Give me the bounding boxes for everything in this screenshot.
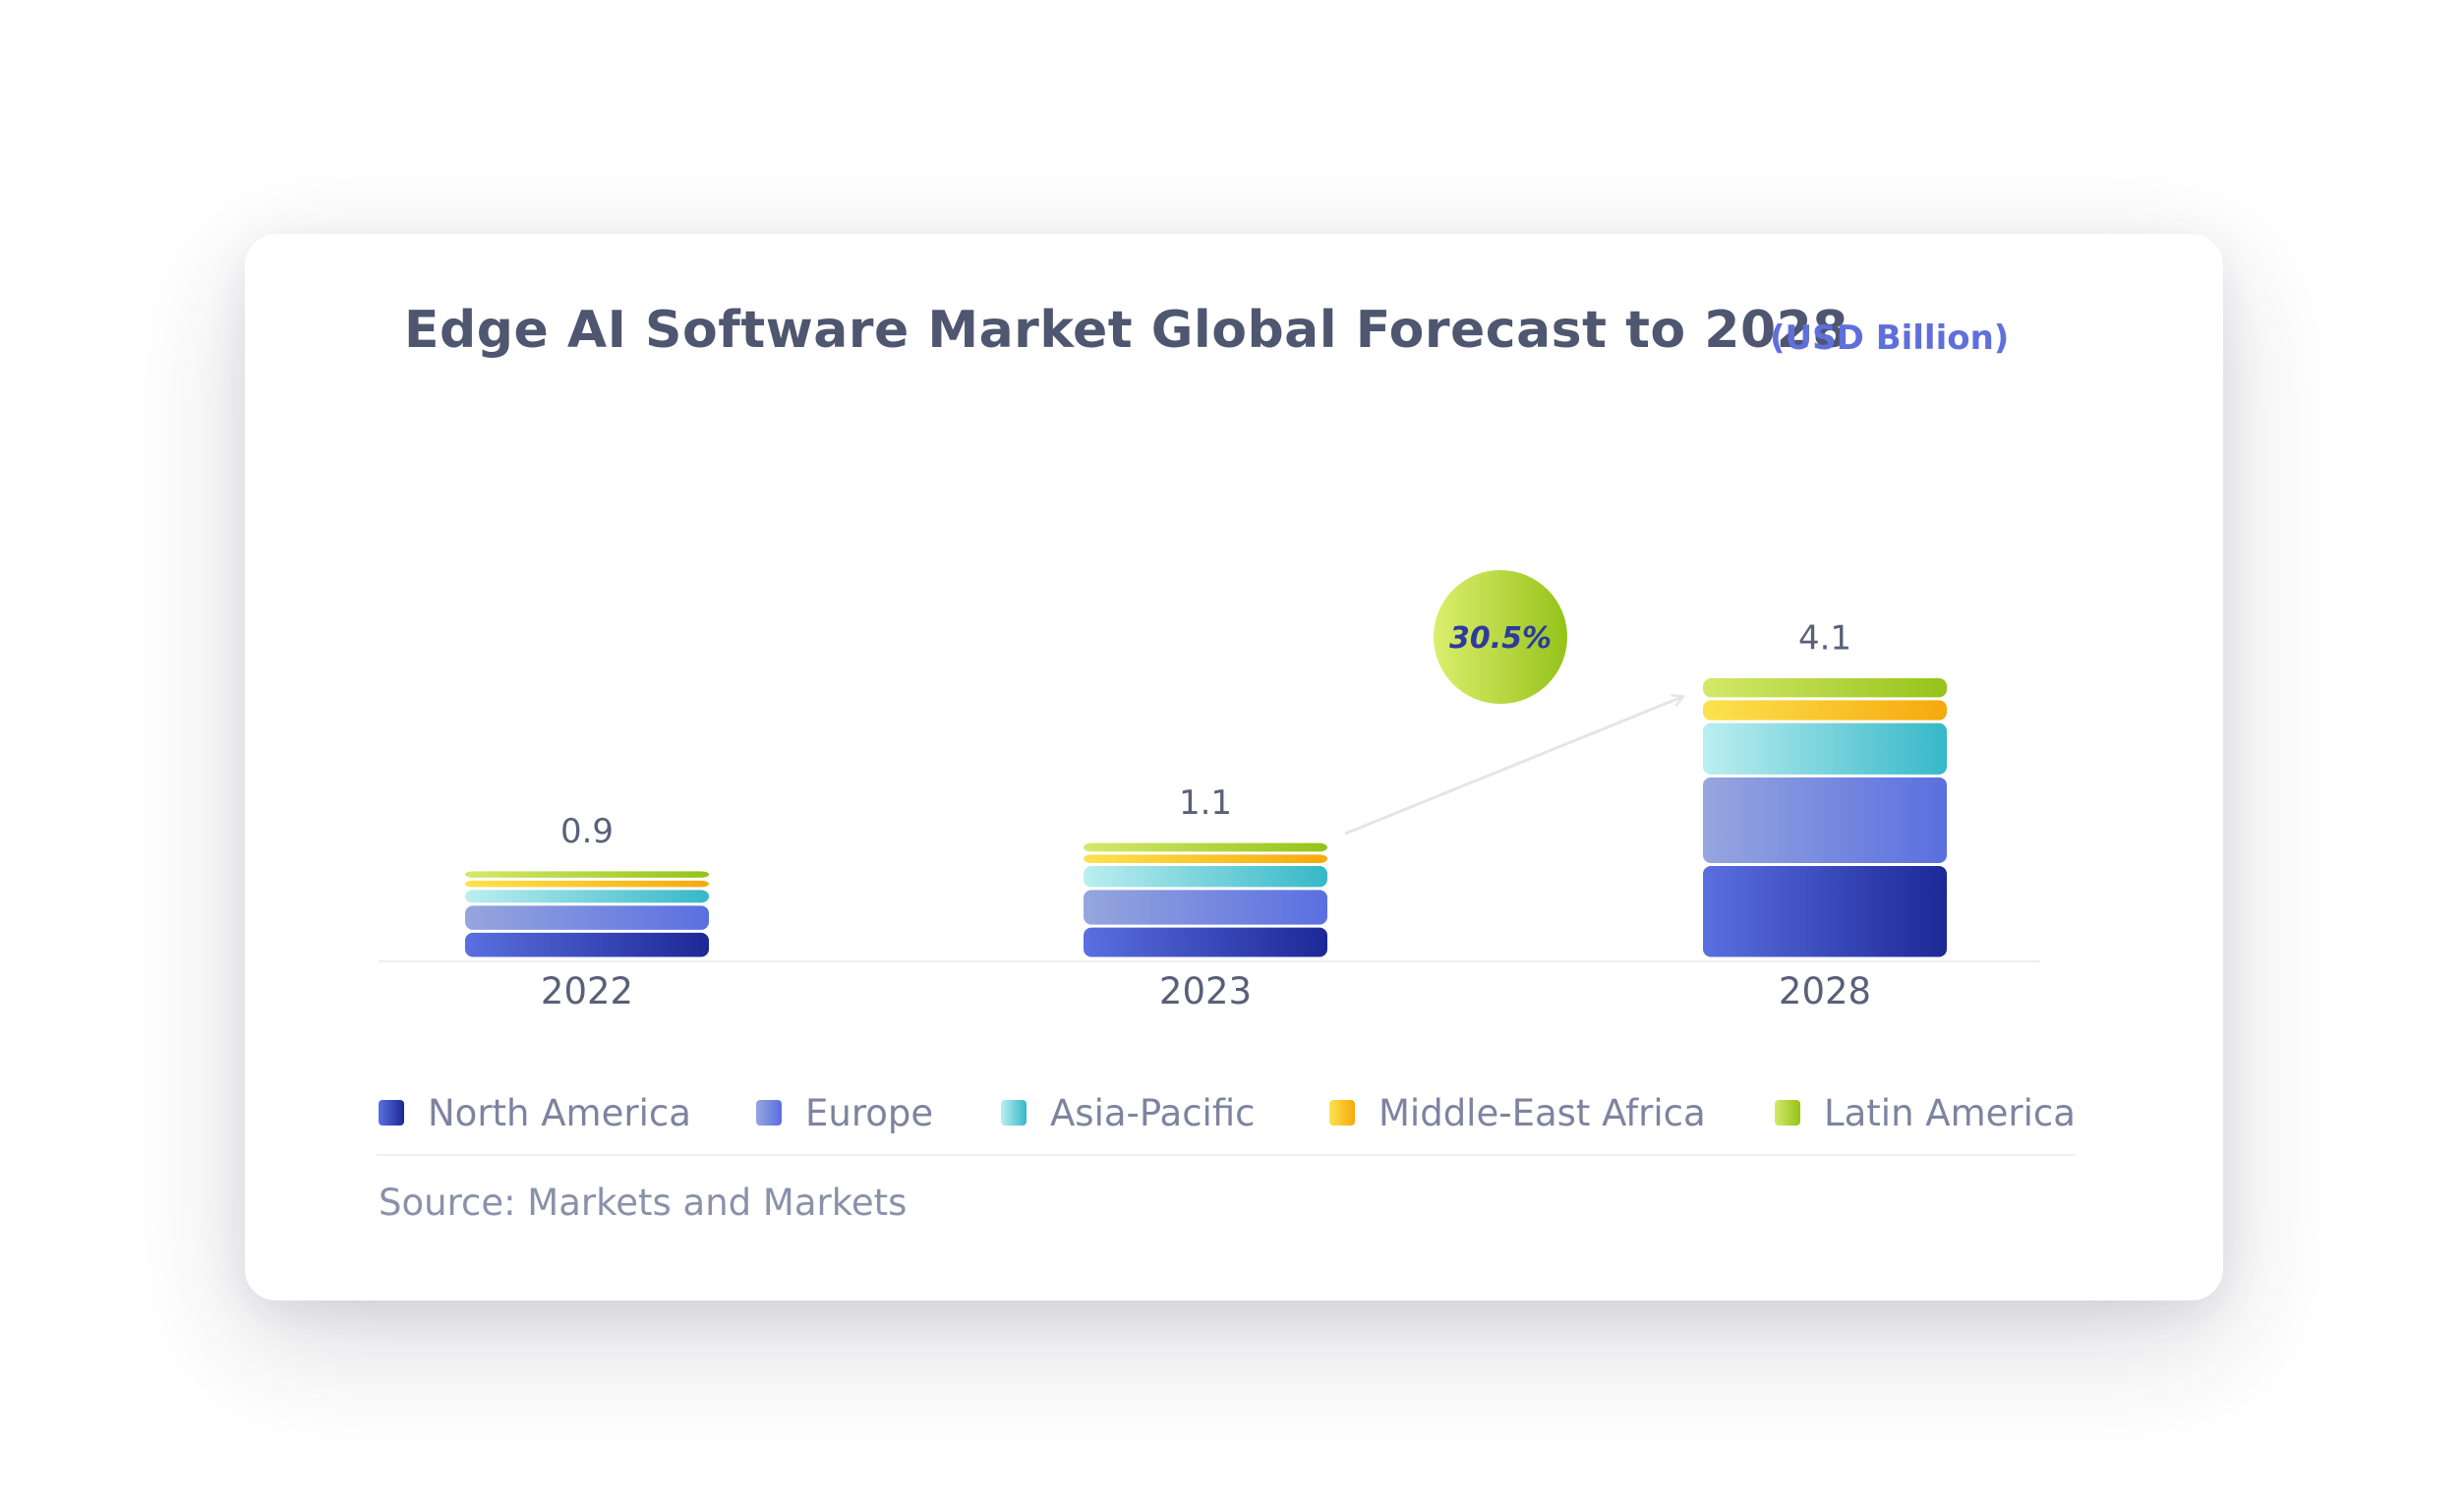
bar-segment-2022-middle-east-africa bbox=[465, 880, 709, 888]
bar-segment-2022-europe bbox=[465, 905, 709, 930]
legend-item-latin-america: Latin America bbox=[1775, 1091, 2076, 1134]
cagr-badge bbox=[1434, 570, 1567, 704]
legend-label: Latin America bbox=[1824, 1091, 2076, 1134]
bar-segment-2028-europe bbox=[1703, 777, 1947, 864]
legend-swatch bbox=[1775, 1100, 1800, 1126]
bar-segment-2023-north-america bbox=[1084, 927, 1327, 957]
legend-divider bbox=[377, 1154, 2076, 1156]
legend-swatch bbox=[1329, 1100, 1355, 1126]
legend-label: Middle-East Africa bbox=[1379, 1091, 1706, 1134]
bar-segment-2022-latin-america bbox=[465, 871, 709, 878]
source-note: Source: Markets and Markets bbox=[379, 1182, 908, 1224]
legend-label: Asia-Pacific bbox=[1050, 1091, 1256, 1134]
chart-unit-label: (USD Billion) bbox=[1770, 318, 2010, 358]
bar-segment-2028-middle-east-africa bbox=[1703, 700, 1947, 721]
cagr-label: 30.5% bbox=[1449, 621, 1552, 656]
bar-segment-2023-latin-america bbox=[1084, 842, 1327, 852]
bar-segment-2022-north-america bbox=[465, 932, 709, 957]
legend-label: Europe bbox=[805, 1091, 934, 1134]
x-tick-label-2022: 2022 bbox=[541, 970, 633, 1012]
legend-swatch bbox=[756, 1100, 782, 1126]
bar-segment-2028-asia-pacific bbox=[1703, 722, 1947, 775]
x-tick-label-2028: 2028 bbox=[1779, 970, 1871, 1012]
total-label-2028: 4.1 bbox=[1798, 619, 1851, 659]
chart-title: Edge AI Software Market Global Forecast … bbox=[404, 301, 1848, 360]
growth-arrow bbox=[1344, 697, 1683, 836]
bar-segment-2028-north-america bbox=[1703, 866, 1947, 957]
total-label-2022: 0.9 bbox=[560, 812, 614, 851]
bar-segment-2023-europe bbox=[1084, 890, 1327, 925]
bar-segment-2023-middle-east-africa bbox=[1084, 854, 1327, 864]
total-label-2023: 1.1 bbox=[1179, 783, 1232, 823]
bar-segment-2028-latin-america bbox=[1703, 678, 1947, 698]
legend-item-asia-pacific: Asia-Pacific bbox=[1001, 1091, 1256, 1134]
bar-segment-2022-asia-pacific bbox=[465, 890, 709, 903]
legend-swatch bbox=[1001, 1100, 1027, 1126]
x-tick-label-2023: 2023 bbox=[1159, 970, 1252, 1012]
legend-item-middle-east-africa: Middle-East Africa bbox=[1329, 1091, 1706, 1134]
bar-segment-2023-asia-pacific bbox=[1084, 866, 1327, 888]
legend-item-north-america: North America bbox=[379, 1091, 691, 1134]
legend-label: North America bbox=[428, 1091, 691, 1134]
legend-swatch bbox=[379, 1100, 404, 1126]
legend-item-europe: Europe bbox=[756, 1091, 933, 1134]
